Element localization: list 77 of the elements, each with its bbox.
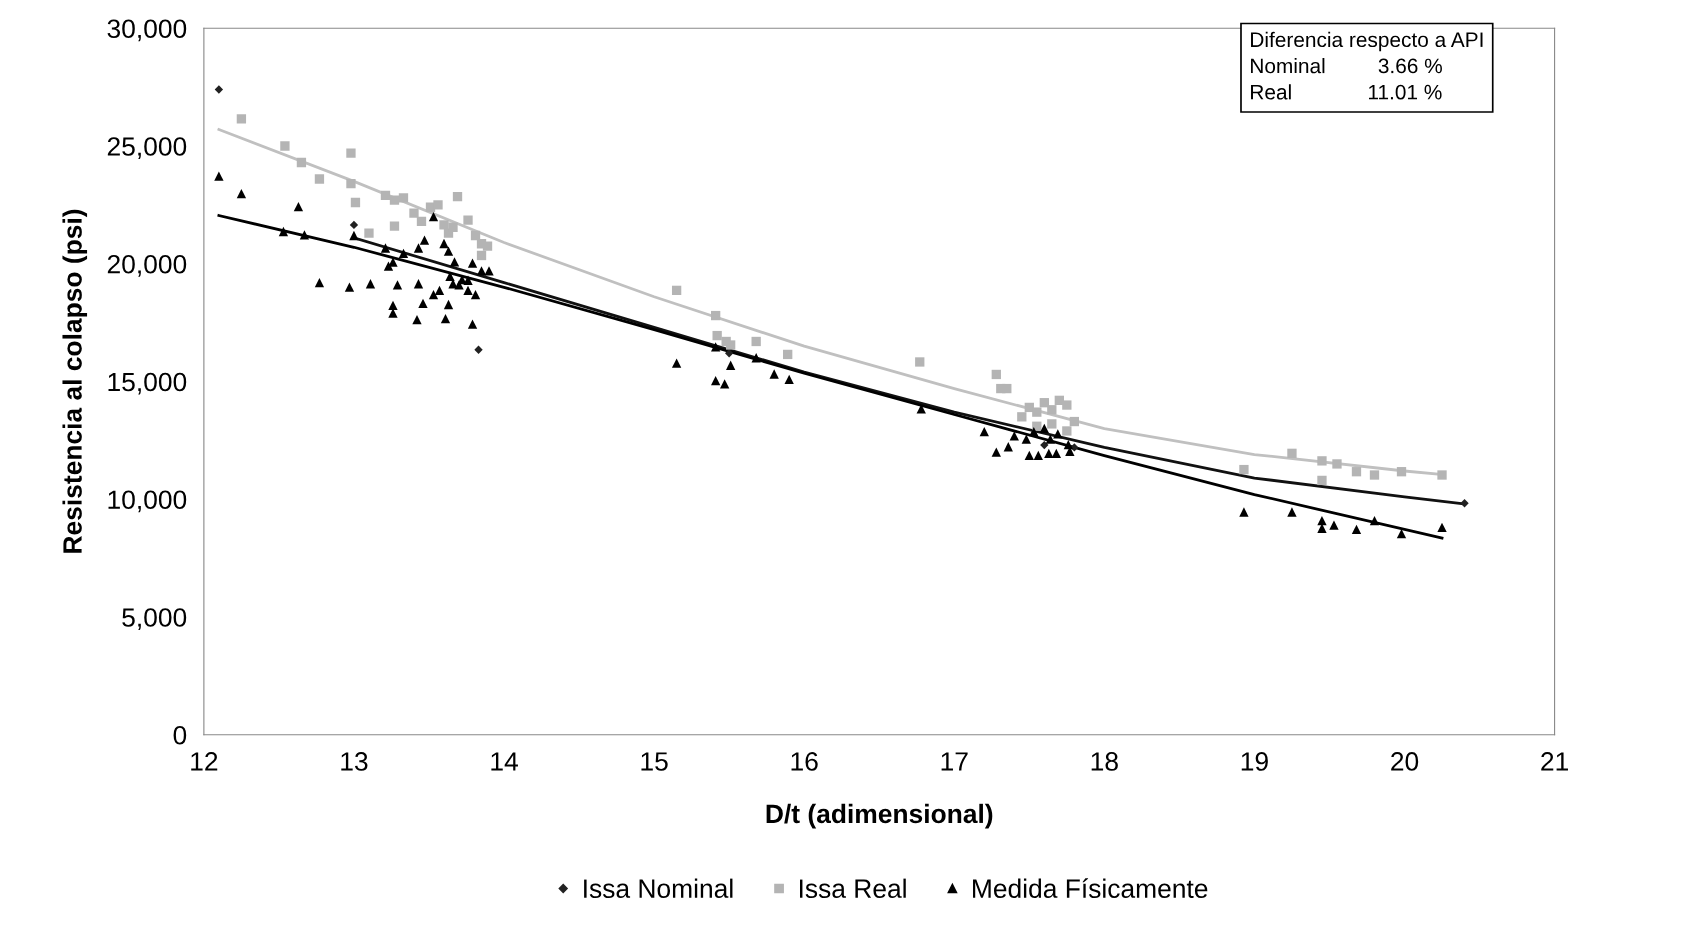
annotation: Diferencia respecto a API (1251, 31, 1483, 52)
x-tick-label: 19 (1241, 752, 1268, 771)
x-tick-label: 20 (1391, 752, 1419, 771)
x-tick-label: 18 (1091, 752, 1118, 771)
point (783, 349, 793, 360)
point (1017, 412, 1027, 422)
annotation: Nominal 3.66 % (1251, 58, 1442, 74)
legend-label: Medida Físicamente (973, 878, 1208, 898)
y-axis-title: Resistencia al colapso (psi) (62, 209, 88, 553)
point (991, 369, 1001, 380)
point (671, 285, 682, 296)
point (1287, 448, 1297, 458)
point (1062, 400, 1072, 410)
point (1062, 426, 1072, 436)
point (751, 336, 761, 347)
point (482, 241, 493, 251)
y-tick-label: 15,000 (108, 372, 187, 395)
point (433, 200, 443, 210)
point (1437, 470, 1447, 480)
point (1317, 475, 1327, 486)
point (1460, 499, 1469, 508)
point (1002, 383, 1012, 394)
point (1069, 416, 1079, 427)
point (389, 221, 400, 231)
x-tick-label: 13 (341, 752, 368, 771)
point (349, 220, 359, 230)
point (416, 216, 427, 227)
annotation: Real 11.01 % (1251, 84, 1442, 100)
x-tick-label: 17 (941, 752, 968, 771)
point (364, 228, 374, 238)
point (214, 85, 224, 94)
point (296, 157, 307, 168)
point (346, 179, 356, 189)
point (236, 114, 247, 124)
point (350, 197, 361, 208)
legend-label: Issa Real (799, 878, 906, 898)
y-tick-label: 10,000 (108, 490, 187, 513)
point (1396, 467, 1407, 477)
y-tick-label: 5,000 (122, 608, 187, 630)
x-tick-label: 21 (1541, 752, 1568, 771)
point (314, 174, 325, 184)
point (1332, 459, 1342, 469)
point (712, 330, 722, 341)
point (1369, 470, 1380, 480)
point (1239, 464, 1249, 475)
point (1047, 419, 1057, 429)
point (724, 349, 734, 358)
point (726, 340, 736, 350)
x-axis-title: D/t (adimensional) (766, 803, 993, 829)
point (710, 310, 721, 321)
x-tick-label: 14 (491, 752, 518, 771)
point (1351, 467, 1362, 477)
point (1047, 405, 1057, 415)
point (380, 190, 391, 201)
y-tick-label: 25,000 (107, 137, 187, 159)
x-tick-label: 12 (191, 752, 218, 771)
point (389, 195, 400, 205)
point (1317, 456, 1327, 466)
x-tick-label: 16 (791, 752, 818, 771)
point (476, 250, 487, 261)
point (1032, 407, 1042, 417)
point (915, 357, 925, 367)
y-tick-label: 0 (173, 725, 187, 745)
point (474, 345, 483, 354)
legend-label: Issa Nominal (584, 878, 733, 898)
point (452, 191, 463, 202)
point (346, 148, 356, 158)
x-tick-label: 15 (641, 752, 668, 771)
y-tick-label: 20,000 (107, 254, 187, 277)
point (280, 141, 290, 151)
point (463, 215, 473, 225)
point (448, 222, 458, 232)
point (470, 230, 481, 241)
point (409, 208, 419, 218)
y-tick-label: 30,000 (107, 19, 187, 42)
point (439, 220, 449, 230)
point (398, 193, 409, 203)
